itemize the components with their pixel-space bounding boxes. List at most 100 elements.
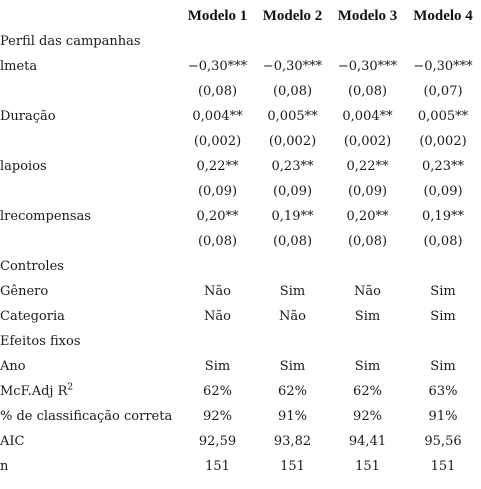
row-lrecompensas: lrecompensas 0,20** 0,19** 0,20** 0,19** (0, 204, 481, 229)
val-genero-m2: Sim (279, 284, 306, 299)
se-lmeta-m1: (0,08) (197, 84, 238, 99)
coef-lmeta-m2: −0,30*** (262, 59, 323, 74)
row-label-genero: Gênero (0, 284, 49, 299)
header-modelo-1: Modelo 1 (187, 8, 248, 24)
se-duracao-m4: (0,002) (419, 134, 467, 149)
row-aic: AIC 92,59 93,82 94,41 95,56 (0, 429, 481, 454)
row-label-lapoios: lapoios (0, 159, 47, 174)
val-mcf-m2: 62% (278, 384, 307, 399)
coef-lmeta-m1: −0,30*** (187, 59, 248, 74)
row-label-lrecompensas: lrecompensas (0, 209, 91, 224)
row-label-mcf: McF.Adj R2 (0, 379, 180, 404)
row-lrecompensas-se: (0,08) (0,08) (0,08) (0,08) (0, 229, 481, 254)
se-lrecompensas-m1: (0,08) (197, 234, 238, 249)
se-lrecompensas-m2: (0,08) (272, 234, 313, 249)
val-mcf-m3: 62% (353, 384, 382, 399)
val-aic-m3: 94,41 (348, 434, 387, 449)
row-genero: Gênero Não Sim Não Sim (0, 279, 481, 304)
val-categoria-m3: Sim (354, 309, 381, 324)
row-label-lmeta: lmeta (0, 59, 38, 74)
row-categoria: Categoria Não Não Sim Sim (0, 304, 481, 329)
coef-lmeta-m4: −0,30*** (413, 59, 473, 74)
coef-lrecompensas-m2: 0,19** (271, 209, 314, 224)
val-mcf-m1: 62% (203, 384, 232, 399)
header-modelo-2: Modelo 2 (262, 8, 323, 24)
se-duracao-m2: (0,002) (268, 134, 317, 149)
section-label-efeitos: Efeitos fixos (0, 334, 81, 349)
val-categoria-m4: Sim (430, 309, 456, 324)
mcf-label-sup: 2 (67, 382, 74, 393)
val-ano-m4: Sim (430, 359, 456, 374)
row-lmeta-se: (0,08) (0,08) (0,08) (0,07) (0, 79, 481, 104)
mcf-label-text: McF.Adj R (0, 384, 68, 399)
header-row: Modelo 1 Modelo 2 Modelo 3 Modelo 4 (0, 4, 481, 29)
se-lapoios-m2: (0,09) (272, 184, 313, 199)
val-n-m2: 151 (280, 459, 305, 474)
regression-table: Modelo 1 Modelo 2 Modelo 3 Modelo 4 Perf… (0, 4, 481, 479)
val-genero-m4: Sim (430, 284, 456, 299)
val-n-m4: 151 (430, 459, 456, 474)
row-label-ano: Ano (0, 359, 26, 374)
row-duracao-se: (0,002) (0,002) (0,002) (0,002) (0, 129, 481, 154)
val-classif-m4: 91% (428, 409, 458, 424)
header-blank (0, 4, 180, 29)
header-modelo-4: Modelo 4 (413, 8, 473, 24)
coef-lrecompensas-m4: 0,19** (422, 209, 464, 224)
se-duracao-m1: (0,002) (193, 134, 242, 149)
se-lapoios-m3: (0,09) (347, 184, 388, 199)
section-row-controles: Controles (0, 254, 481, 279)
row-mcf: McF.Adj R2 62% 62% 62% 63% (0, 379, 481, 404)
coef-lapoios-m2: 0,23** (271, 159, 314, 174)
row-classif: % de classificação correta 92% 91% 92% 9… (0, 404, 481, 429)
se-lapoios-m1: (0,09) (197, 184, 238, 199)
val-categoria-m1: Não (204, 309, 231, 324)
row-label-duracao: Duração (0, 109, 56, 124)
val-aic-m1: 92,59 (198, 434, 237, 449)
val-categoria-m2: Não (279, 309, 306, 324)
val-classif-m1: 92% (203, 409, 232, 424)
section-row-perfil: Perfil das campanhas (0, 29, 481, 54)
se-lmeta-m4: (0,07) (423, 84, 463, 99)
se-duracao-m3: (0,002) (343, 134, 392, 149)
coef-duracao-m1: 0,004** (192, 109, 243, 124)
section-label-perfil: Perfil das campanhas (0, 34, 141, 49)
coef-lapoios-m1: 0,22** (196, 159, 239, 174)
se-lmeta-m2: (0,08) (272, 84, 313, 99)
row-duracao: Duração 0,004** 0,005** 0,004** 0,005** (0, 104, 481, 129)
header-modelo-3: Modelo 3 (337, 8, 398, 24)
se-lrecompensas-m3: (0,08) (347, 234, 388, 249)
val-ano-m3: Sim (354, 359, 381, 374)
coef-lrecompensas-m1: 0,20** (196, 209, 239, 224)
row-label-aic: AIC (0, 434, 25, 449)
val-aic-m4: 95,56 (424, 434, 462, 449)
row-n: n 151 151 151 151 (0, 454, 481, 479)
val-genero-m1: Não (204, 284, 231, 299)
section-label-controles: Controles (0, 259, 64, 274)
coef-lapoios-m3: 0,22** (346, 159, 389, 174)
val-genero-m3: Não (354, 284, 381, 299)
section-row-efeitos: Efeitos fixos (0, 329, 481, 354)
se-lrecompensas-m4: (0,08) (423, 234, 463, 249)
val-ano-m1: Sim (204, 359, 231, 374)
val-mcf-m4: 63% (428, 384, 458, 399)
val-n-m1: 151 (205, 459, 230, 474)
row-lapoios: lapoios 0,22** 0,23** 0,22** 0,23** (0, 154, 481, 179)
se-lapoios-m4: (0,09) (423, 184, 463, 199)
val-classif-m3: 92% (353, 409, 382, 424)
row-label-categoria: Categoria (0, 309, 65, 324)
coef-duracao-m2: 0,005** (267, 109, 318, 124)
val-aic-m2: 93,82 (273, 434, 312, 449)
val-ano-m2: Sim (279, 359, 306, 374)
row-label-n: n (0, 459, 9, 474)
coef-duracao-m3: 0,004** (342, 109, 393, 124)
row-label-classif: % de classificação correta (0, 409, 173, 424)
coef-lapoios-m4: 0,23** (422, 159, 464, 174)
val-classif-m2: 91% (278, 409, 307, 424)
val-n-m3: 151 (355, 459, 380, 474)
se-lmeta-m3: (0,08) (347, 84, 388, 99)
row-lmeta: lmeta −0,30*** −0,30*** −0,30*** −0,30**… (0, 54, 481, 79)
coef-duracao-m4: 0,005** (417, 109, 469, 124)
coef-lrecompensas-m3: 0,20** (346, 209, 389, 224)
row-lapoios-se: (0,09) (0,09) (0,09) (0,09) (0, 179, 481, 204)
